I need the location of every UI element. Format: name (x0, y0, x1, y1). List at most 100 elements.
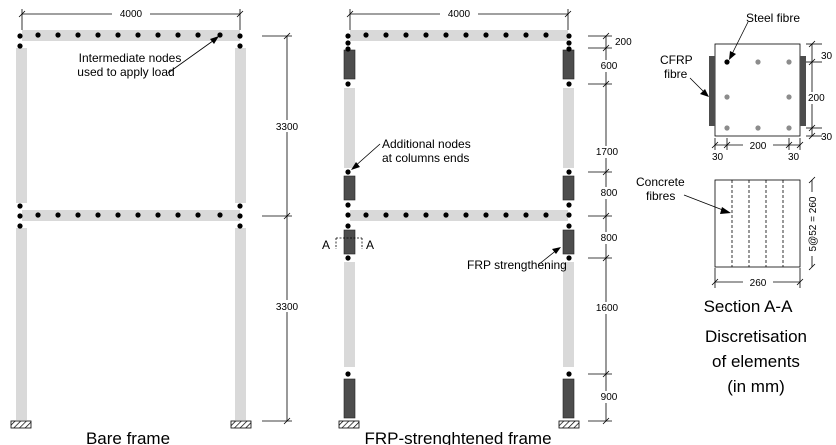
node (566, 40, 572, 46)
section-note-line2: of elements (712, 352, 800, 371)
node (175, 212, 181, 218)
frp-lower-beam-nodes (363, 212, 549, 218)
tick (602, 32, 610, 40)
bare-frame-caption: Bare frame (86, 429, 170, 445)
frp-wrap (562, 49, 575, 80)
node (55, 32, 61, 38)
node (175, 32, 181, 38)
node (383, 212, 389, 218)
frp-wrap (343, 175, 356, 201)
frp-dim-900: 900 (601, 392, 618, 403)
tick (808, 40, 816, 48)
frp-wrap (562, 175, 575, 201)
node (483, 212, 489, 218)
frp-dim-600: 600 (601, 61, 618, 72)
node (195, 32, 201, 38)
bare-left-upper-column (16, 48, 27, 203)
frp-left-lower-column (344, 262, 355, 367)
bare-annotation-line1: Intermediate nodes (79, 51, 182, 65)
node (463, 32, 469, 38)
frp-wrap (562, 378, 575, 419)
bare-lower-beam (22, 210, 240, 221)
frp-dim-200: 200 (615, 37, 632, 48)
node (543, 212, 549, 218)
frp-nodes-arrow (351, 162, 360, 170)
section-dim-bottom-left: 30 (712, 152, 724, 163)
tick (283, 32, 291, 40)
steel-fibre-highlighted (724, 59, 730, 65)
bare-annotation-leader (167, 37, 218, 74)
steel-fibre (724, 94, 730, 100)
node (566, 81, 572, 87)
steel-fibre-leader (729, 21, 749, 59)
tick (236, 10, 244, 18)
node (443, 212, 449, 218)
frp-nodes-annotation-line1: Additional nodes (382, 137, 471, 151)
frp-right-upper-column (563, 88, 574, 168)
concrete-label-line1: Concrete (636, 175, 685, 189)
section-note-line1: Discretisation (705, 327, 807, 346)
steel-fibre (786, 125, 792, 131)
node (345, 212, 351, 218)
tick (602, 168, 610, 176)
frp-wrap (562, 229, 575, 255)
node (155, 212, 161, 218)
concrete-arrow (720, 207, 731, 214)
dim-mask (112, 7, 150, 19)
node (217, 212, 223, 218)
section-title: Section A-A (704, 297, 793, 316)
dim-mask (806, 92, 832, 104)
node (155, 32, 161, 38)
bare-annotation-arrow (210, 36, 219, 44)
node (345, 169, 351, 175)
steel-fibre-label: Steel fibre (746, 11, 800, 25)
node (566, 46, 572, 52)
node (503, 212, 509, 218)
node (75, 32, 81, 38)
node (17, 203, 23, 209)
node (523, 32, 529, 38)
node (363, 212, 369, 218)
node (95, 212, 101, 218)
concrete-label-line2: fibres (646, 189, 675, 203)
section-dim-right-top: 30 (821, 51, 833, 62)
bare-upper-storey-dim: 3300 (276, 122, 299, 133)
tick (564, 10, 572, 18)
node (195, 212, 201, 218)
frp-dim-1600: 1600 (596, 303, 619, 314)
section-dim-right-mid: 200 (808, 93, 825, 104)
frp-left-support (338, 420, 360, 429)
bare-lower-beam-nodes (17, 203, 243, 229)
node (237, 213, 243, 219)
dim-mask (806, 192, 820, 256)
tick (723, 141, 731, 149)
concrete-width-dim: 260 (750, 278, 767, 289)
node (115, 32, 121, 38)
tick (808, 263, 816, 271)
bare-right-lower-column (235, 228, 246, 420)
dim-mask (592, 302, 622, 314)
tick (18, 10, 26, 18)
bare-span-dim: 4000 (120, 9, 143, 20)
tick (283, 212, 291, 220)
node (523, 212, 529, 218)
node (135, 32, 141, 38)
frp-wrap (343, 49, 356, 80)
frp-dim-800-upper: 800 (601, 188, 618, 199)
node (566, 212, 572, 218)
tick (796, 278, 804, 286)
node (566, 255, 572, 261)
node (345, 202, 351, 208)
concrete-leader (683, 194, 729, 213)
bare-annotation-line2: used to apply load (77, 65, 174, 79)
node (566, 223, 572, 229)
section-marker-right: A (366, 238, 374, 252)
frp-dim-1700: 1700 (596, 147, 619, 158)
node (135, 212, 141, 218)
tick (602, 370, 610, 378)
bare-right-support (230, 420, 252, 429)
frp-frame: 4000 (322, 7, 635, 445)
tick (808, 132, 816, 140)
